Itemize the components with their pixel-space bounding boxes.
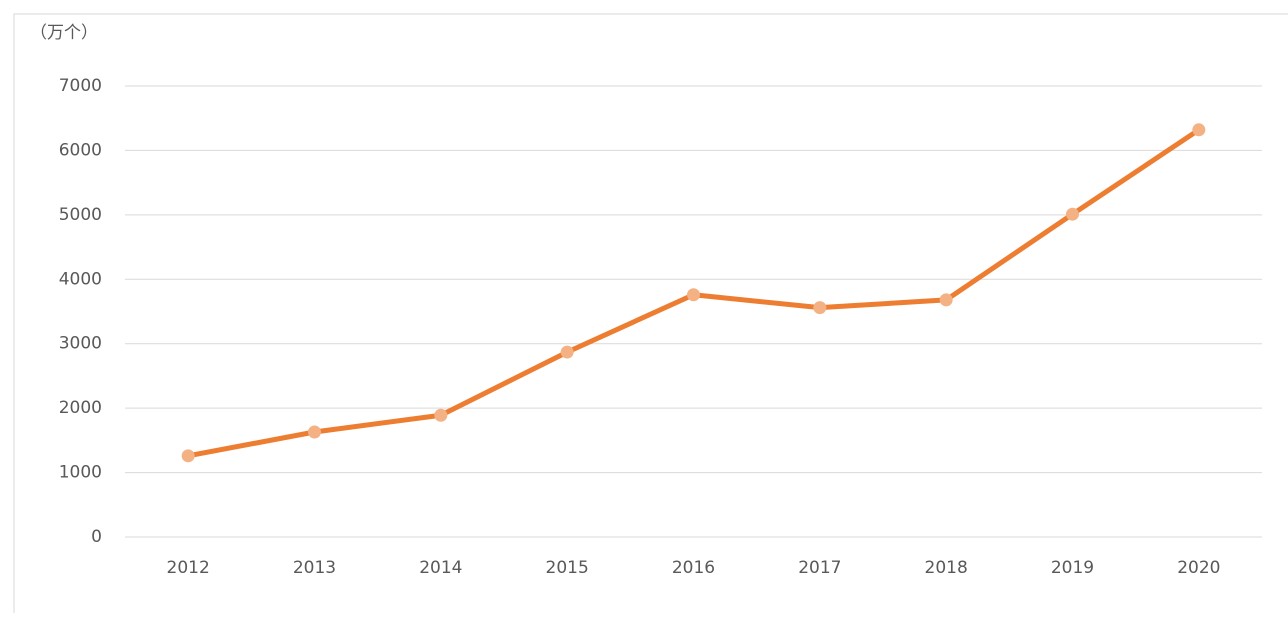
data-point xyxy=(813,301,827,315)
y-tick-label: 1000 xyxy=(59,463,102,483)
data-point xyxy=(1192,123,1206,137)
y-tick-label: 2000 xyxy=(59,398,102,418)
data-point xyxy=(939,293,953,307)
x-tick-label: 2015 xyxy=(546,558,589,578)
x-tick-label: 2019 xyxy=(1051,558,1094,578)
data-point xyxy=(308,425,321,439)
data-point xyxy=(560,345,574,359)
y-tick-label: 0 xyxy=(91,527,102,547)
x-tick-label: 2018 xyxy=(925,558,968,578)
data-point xyxy=(1066,207,1079,221)
chart-frame xyxy=(13,13,1288,617)
data-point xyxy=(181,449,195,463)
x-tick-label: 2016 xyxy=(672,558,715,578)
y-tick-label: 5000 xyxy=(59,205,102,225)
y-tick-label: 6000 xyxy=(59,140,102,160)
x-tick-label: 2013 xyxy=(293,558,336,578)
data-point xyxy=(687,288,700,302)
y-tick-label: 4000 xyxy=(59,269,102,289)
x-tick-label: 2012 xyxy=(167,558,210,578)
x-tick-label: 2014 xyxy=(419,558,462,578)
data-point xyxy=(434,408,448,422)
x-tick-label: 2020 xyxy=(1177,558,1220,578)
y-tick-label: 3000 xyxy=(59,334,102,354)
x-tick-label: 2017 xyxy=(798,558,841,578)
y-axis-label: （万个） xyxy=(30,23,98,43)
y-tick-label: 7000 xyxy=(59,76,102,96)
